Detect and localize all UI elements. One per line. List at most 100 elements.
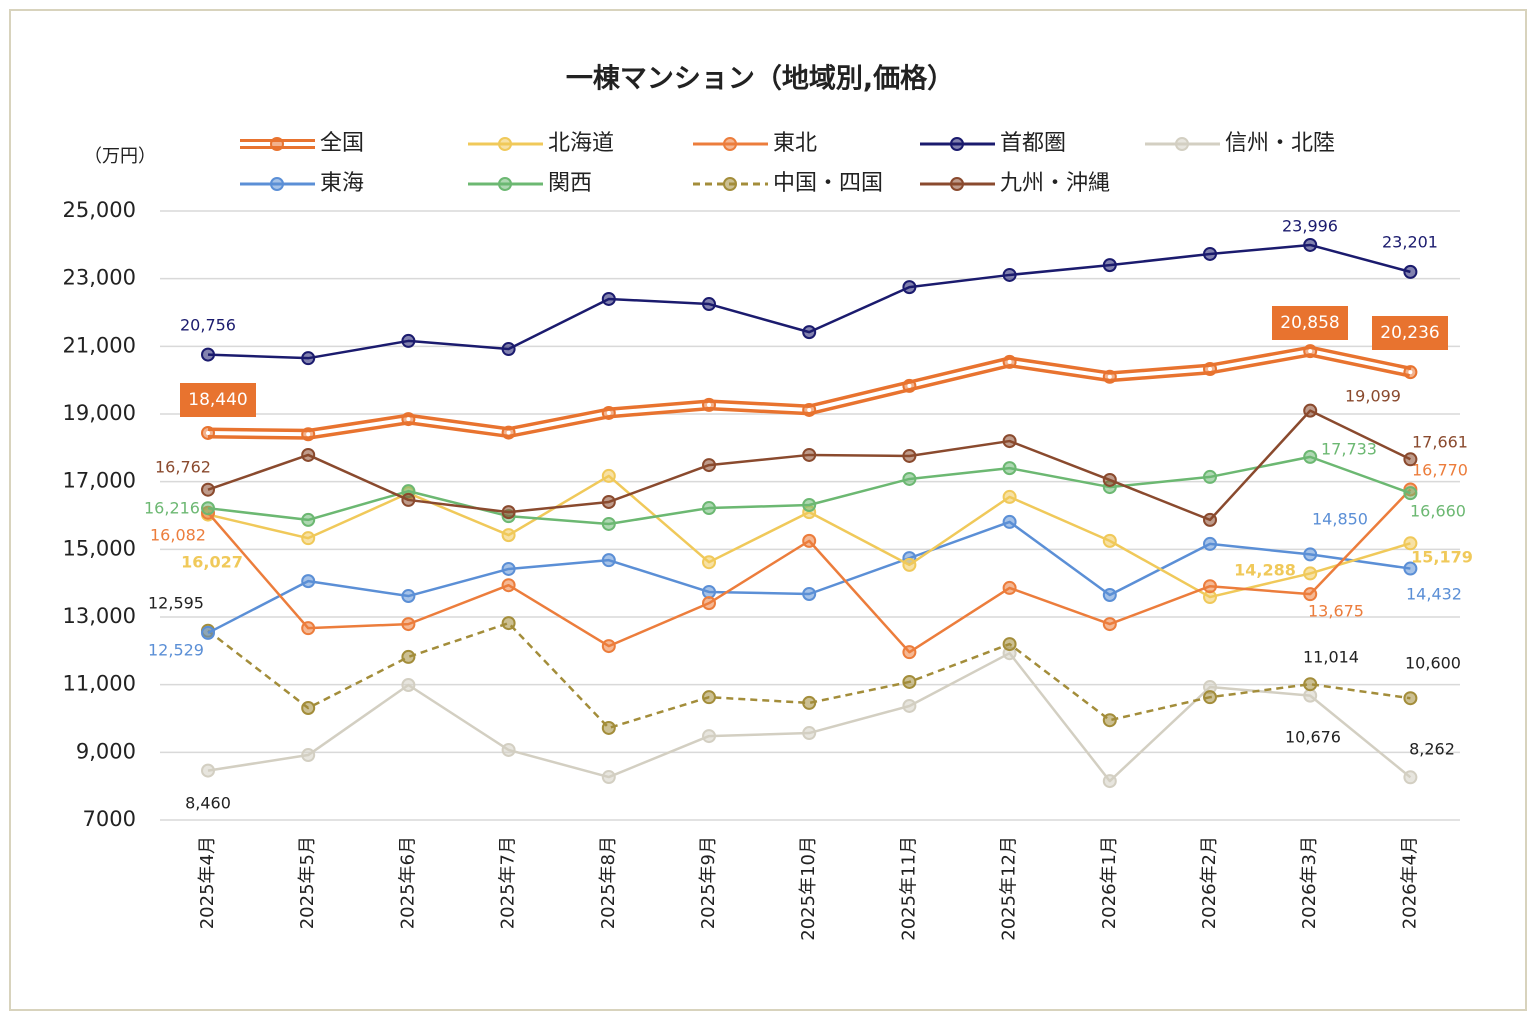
legend-item: 北海道 [468,131,614,156]
data-point [1303,449,1318,464]
y-tick-label: 7000 [83,807,136,831]
data-point [1102,774,1117,789]
data-point [601,494,616,509]
data-point [501,505,516,520]
data-label: 23,996 [1282,217,1338,236]
data-point [301,447,316,462]
data-label: 8,262 [1409,740,1455,759]
data-point [1002,514,1017,529]
data-point [501,561,516,576]
data-point [902,674,917,689]
data-point-center [907,383,912,388]
legend-label: 信州・北陸 [1225,131,1335,156]
data-point-center [1308,349,1313,354]
legend-marker [498,137,512,151]
data-point [1303,403,1318,418]
legend-item: 東北 [693,131,817,156]
data-point [501,578,516,593]
data-point [702,596,716,611]
legend-marker [270,137,284,151]
data-point [1203,512,1217,527]
data-label: 17,733 [1321,440,1377,459]
x-tick-label: 2026年1月 [1099,836,1120,929]
data-point-center [306,432,311,437]
label-box [180,383,256,417]
data-label: 16,770 [1412,461,1468,480]
data-point [902,645,917,660]
data-label: 20,756 [180,316,236,335]
data-point [1002,489,1017,504]
data-point [1002,267,1017,282]
data-point [601,639,616,654]
data-label: 10,676 [1285,728,1341,747]
data-point [1102,713,1117,728]
data-point [1102,533,1117,548]
data-point [301,351,316,366]
data-point [1203,579,1217,594]
legend-marker [723,137,737,151]
x-tick-label: 2025年10月 [798,836,819,941]
data-label: 16,216 [144,499,200,518]
x-tick-label: 2026年2月 [1199,836,1220,929]
x-tick-label: 2026年4月 [1399,836,1420,929]
data-point [902,557,917,572]
legend-label: 全国 [320,131,364,156]
data-point [401,617,416,632]
data-point [1403,561,1418,576]
data-point [401,649,416,664]
data-point [301,512,316,527]
data-point-center [807,407,812,412]
data-label: 12,529 [148,641,204,660]
x-tick-label: 2025年12月 [999,836,1020,941]
legend-item: 九州・沖縄 [920,171,1110,196]
data-point [601,553,616,568]
data-point [201,501,215,516]
data-point [301,574,316,589]
data-point [1102,617,1117,632]
data-label: 18,440 [188,390,247,410]
legend-item: 首都圏 [920,131,1066,156]
data-label: 17,661 [1412,433,1468,452]
legend-item: 全国 [240,131,364,156]
data-point [1203,536,1217,551]
data-point [501,742,516,757]
data-point [802,325,817,340]
data-point [1303,587,1318,602]
data-point [1403,770,1418,785]
data-point-center [1007,359,1012,364]
x-tick-label: 2025年11月 [898,836,919,941]
x-tick-label: 2025年5月 [297,836,318,929]
y-unit: （万円） [84,146,156,167]
legend-item: 中国・四国 [693,171,883,196]
data-point [702,501,716,516]
y-tick-label: 21,000 [63,333,136,357]
data-point [301,621,316,636]
data-point [601,720,616,735]
legend-label: 関西 [548,171,592,196]
y-tick-label: 25,000 [63,198,136,222]
data-label: 23,201 [1382,233,1438,252]
data-point [1203,469,1217,484]
y-tick-label: 15,000 [63,536,136,560]
data-point [1102,258,1117,273]
data-point [201,625,215,640]
data-point [201,482,215,497]
data-point [1303,688,1318,703]
data-point [201,763,215,778]
data-point [902,448,917,463]
data-label: 16,660 [1410,502,1466,521]
data-point [1303,237,1318,252]
data-point [1002,637,1017,652]
data-point [501,528,516,543]
chart-title: 一棟マンション（地域別,価格） [566,64,954,95]
data-point [1203,690,1217,705]
data-point [802,498,817,513]
data-point-center [1408,370,1413,375]
y-tick-label: 17,000 [63,469,136,493]
label-box [1272,306,1348,340]
legend-label: 東北 [773,131,817,156]
data-label: 14,432 [1406,585,1462,604]
data-label: 12,595 [148,594,204,613]
legend-item: 信州・北陸 [1145,131,1335,156]
